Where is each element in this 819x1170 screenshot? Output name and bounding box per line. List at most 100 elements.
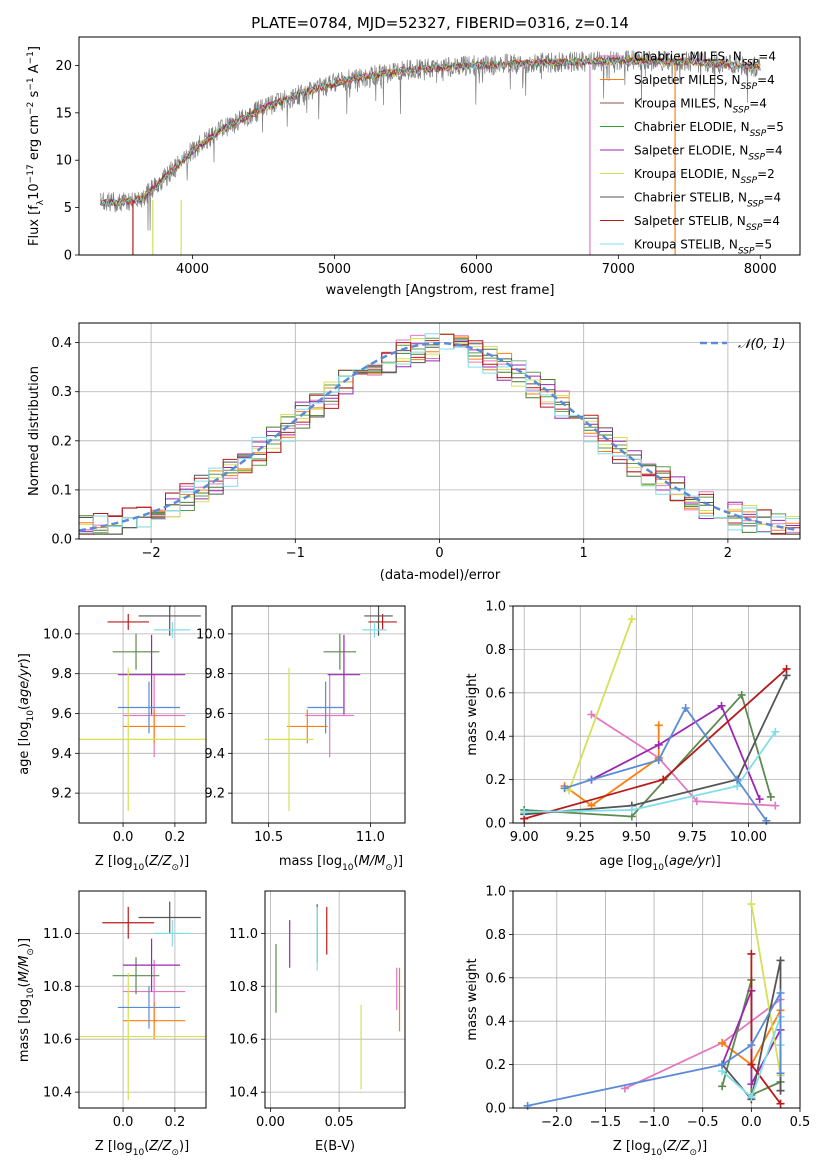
weight-marker xyxy=(776,956,785,965)
y-tick-label: 0.8 xyxy=(485,643,506,658)
x-axis-label: wavelength [Angstrom, rest frame] xyxy=(326,283,555,298)
x-axis-label: (data-model)/error xyxy=(380,568,501,583)
y-tick-label: 0.6 xyxy=(485,686,506,701)
x-tick-label: −1 xyxy=(286,546,305,561)
x-axis-label: Z [log10(Z/Z⊙)] xyxy=(613,1139,707,1158)
weight-marker xyxy=(520,808,529,817)
y-tick-label: 0.4 xyxy=(51,336,72,351)
x-tick-label: 9.00 xyxy=(510,830,539,845)
weight-marker xyxy=(717,701,726,710)
legend-label: Salpeter MILES, NSSP=4 xyxy=(634,73,775,92)
x-tick-label: 7000 xyxy=(602,262,635,277)
weight-line xyxy=(524,675,788,816)
weight-line xyxy=(524,731,777,813)
y-tick-label: 0.1 xyxy=(51,483,72,498)
model-spectrum xyxy=(99,56,761,207)
y-axis-label: age [log10(age/yr)] xyxy=(17,653,36,775)
x-tick-label: 8000 xyxy=(744,262,777,277)
y-tick-label: 0.0 xyxy=(485,817,506,832)
x-tick-label: 9.25 xyxy=(566,830,595,845)
y-axis-label: mass weight xyxy=(465,958,480,1040)
x-tick-label: −1.5 xyxy=(590,1115,622,1130)
y-tick-label: 0.0 xyxy=(485,1102,506,1117)
weight-marker xyxy=(718,1060,727,1069)
y-tick-label: 1.0 xyxy=(485,885,506,900)
x-tick-label: −2 xyxy=(142,546,161,561)
x-tick-label: 2 xyxy=(724,546,732,561)
y-tick-label: 0 xyxy=(64,249,72,264)
x-tick-label: 0 xyxy=(435,546,443,561)
y-tick-label: 15 xyxy=(55,106,72,121)
weight-marker xyxy=(654,721,663,730)
y-tick-label: 1.0 xyxy=(485,600,506,615)
y-tick-label: 10.8 xyxy=(43,980,72,995)
x-tick-label: −2.0 xyxy=(541,1115,573,1130)
legend-label: Salpeter ELODIE, NSSP=4 xyxy=(634,144,783,163)
panel-age-vs-mass: 10.5 11.0 9.2 9.4 9.6 9.8 10.0 mass [log10(M/M⊙… xyxy=(196,605,406,873)
y-tick-label: 0.0 xyxy=(51,533,72,548)
residual-histogram xyxy=(79,341,800,535)
y-tick-label: 10.4 xyxy=(229,1086,258,1101)
weight-marker xyxy=(737,690,746,699)
weight-marker xyxy=(771,727,780,736)
y-tick-label: 9.6 xyxy=(204,707,225,722)
x-tick-label: 0.0 xyxy=(113,830,134,845)
weight-marker xyxy=(560,784,569,793)
x-tick-label: 10.5 xyxy=(254,830,283,845)
weight-line xyxy=(524,693,772,818)
plot-area xyxy=(79,606,206,823)
panel-mass-vs-Z: 0.0 0.2 10.4 10.6 10.8 11.0 Z [log10(Z/Z⊙)] mas… xyxy=(17,890,207,1158)
x-tick-label: 0.2 xyxy=(165,830,186,845)
weight-line xyxy=(523,668,788,820)
y-tick-label: 20 xyxy=(55,59,72,74)
model-spectrum xyxy=(100,56,761,207)
legend-label: Chabrier STELIB, NSSP=4 xyxy=(634,191,781,210)
y-axis-label: Normed distribution xyxy=(27,366,42,496)
weight-marker xyxy=(692,797,701,806)
y-tick-label: 5 xyxy=(64,201,72,216)
axes-frame xyxy=(264,890,406,1109)
panel-age-vs-Z: 0.0 0.2 9.2 9.4 9.6 9.8 10.0 Z [log10(Z/Z⊙)] age… xyxy=(17,605,207,873)
x-tick-label: 0.05 xyxy=(325,1115,354,1130)
y-tick-label: 10.0 xyxy=(43,627,72,642)
weight-marker xyxy=(747,1093,756,1102)
plot-area xyxy=(79,323,800,540)
x-tick-label: 0.2 xyxy=(165,1115,186,1130)
legend-label: Kroupa ELODIE, NSSP=2 xyxy=(634,167,775,186)
panel-spectrum: 4000 5000 6000 7000 8000 0 5 10 15 20 Chabrier MIL… xyxy=(26,36,801,298)
panel-mass-vs-ebv: 0.00 0.05 10.4 10.6 10.8 11.0 E(B-V) xyxy=(229,890,406,1154)
y-tick-label: 9.8 xyxy=(51,667,72,682)
x-tick-label: 5000 xyxy=(318,262,351,277)
legend-label: 𝒩(0, 1) xyxy=(738,337,785,352)
y-tick-label: 10.8 xyxy=(229,980,258,995)
weight-marker xyxy=(776,988,785,997)
y-tick-label: 11.0 xyxy=(43,927,72,942)
y-tick-label: 10 xyxy=(55,154,72,169)
legend-label: Kroupa STELIB, NSSP=5 xyxy=(634,238,772,257)
plot-area xyxy=(99,50,761,255)
y-tick-label: 0.4 xyxy=(485,730,506,745)
weight-marker xyxy=(771,801,780,810)
x-tick-label: 9.75 xyxy=(678,830,707,845)
weight-marker xyxy=(776,1099,785,1108)
panel-weight-vs-Z: −2.0 −1.5 −1.0 −0.5 0.0 0.5 0.0 0.2 0.4 0.6 0.8 1.0… xyxy=(465,885,810,1159)
weight-marker xyxy=(681,703,690,712)
weight-marker xyxy=(627,805,636,814)
weight-marker xyxy=(776,1086,785,1095)
weight-marker xyxy=(766,792,775,801)
x-tick-label: 1 xyxy=(580,546,588,561)
weight-line xyxy=(591,704,761,800)
x-tick-label: 0.00 xyxy=(256,1115,285,1130)
weight-line xyxy=(591,713,776,807)
x-axis-label: Z [log10(Z/Z⊙)] xyxy=(95,854,189,873)
plot-area xyxy=(265,891,405,1108)
weight-marker xyxy=(523,1101,532,1110)
y-tick-label: 0.2 xyxy=(485,773,506,788)
axes-frame xyxy=(78,36,801,256)
observed-spectrum xyxy=(99,50,761,231)
y-tick-label: 11.0 xyxy=(229,927,258,942)
y-axis-label: Flux [fλ10−17 erg cm−2 s−1 A−1] xyxy=(26,46,46,246)
x-axis-label: mass [log10(M/M⊙)] xyxy=(279,854,403,873)
y-tick-label: 10.0 xyxy=(196,627,225,642)
